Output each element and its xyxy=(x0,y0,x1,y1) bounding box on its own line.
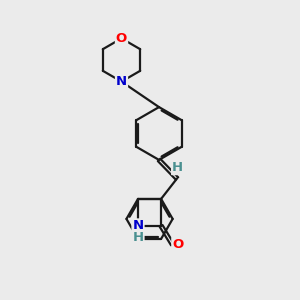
Text: N: N xyxy=(116,75,127,88)
Text: N: N xyxy=(132,219,144,232)
Text: H: H xyxy=(132,231,144,244)
Text: H: H xyxy=(172,161,183,174)
Text: O: O xyxy=(116,32,127,45)
Text: O: O xyxy=(172,238,184,251)
